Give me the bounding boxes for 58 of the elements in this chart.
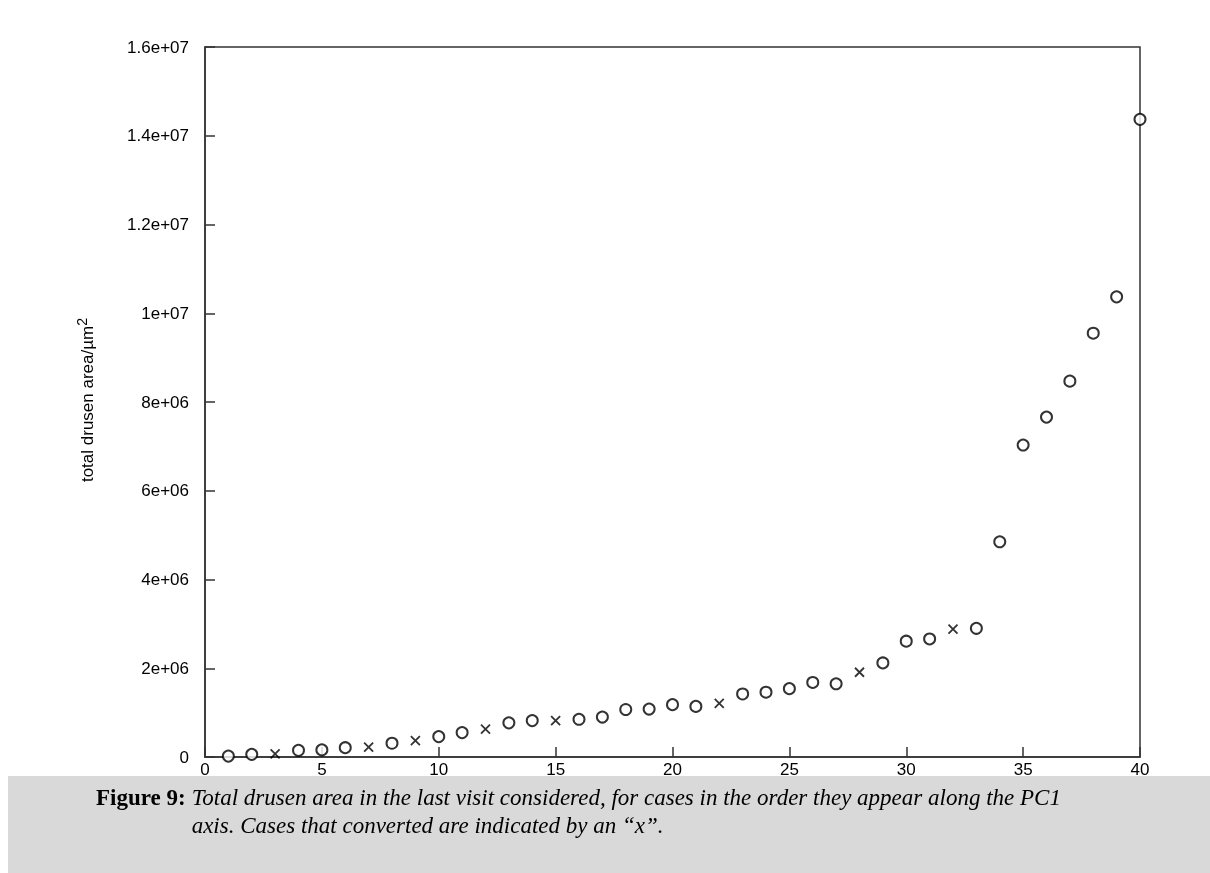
point <box>550 715 562 727</box>
point <box>221 749 235 763</box>
point <box>689 699 703 713</box>
point <box>947 623 959 635</box>
point <box>480 723 491 735</box>
point <box>525 714 539 728</box>
x-tick-label: 20 <box>663 760 682 779</box>
point <box>923 632 937 646</box>
x-tick-label: 30 <box>896 760 916 779</box>
point <box>642 702 656 716</box>
caption: Figure 9: Total drusen area in the last visit considered, for cases in the order they appear along the PC1 axis. Cases that converted are indicated by an “x”. <box>96 784 1062 840</box>
point <box>1040 410 1053 424</box>
point <box>245 747 259 761</box>
x-tick-label: 25 <box>779 760 799 779</box>
point <box>899 634 913 648</box>
point <box>736 687 750 701</box>
point <box>854 666 865 678</box>
y-tick-label: 1.2e+07 <box>127 215 189 234</box>
point <box>502 716 516 730</box>
point <box>1086 326 1100 340</box>
point <box>455 726 469 740</box>
point <box>385 736 399 750</box>
point <box>338 741 352 755</box>
point <box>876 656 890 670</box>
y-tick-label: 4e+06 <box>141 570 189 589</box>
point <box>969 621 983 635</box>
point <box>409 735 421 746</box>
point <box>595 710 609 724</box>
point <box>269 748 281 760</box>
y-tick-label: 2e+06 <box>141 658 189 678</box>
point <box>666 698 679 712</box>
y-tick-label: 1.4e+07 <box>127 126 189 146</box>
point <box>432 730 446 744</box>
point <box>1063 374 1077 388</box>
point <box>572 712 586 726</box>
point <box>1133 112 1147 126</box>
x-tick-label: 15 <box>546 760 566 779</box>
y-tick-label: 6e+06 <box>141 481 189 501</box>
x-tick-label: 5 <box>317 760 327 779</box>
y-tick-label: 8e+06 <box>141 392 189 412</box>
point <box>292 743 305 757</box>
point <box>806 675 820 689</box>
x-tick-label: 40 <box>1130 760 1150 779</box>
point <box>1016 438 1030 452</box>
point <box>782 682 796 696</box>
point <box>619 703 633 717</box>
point <box>829 677 843 691</box>
point <box>1110 290 1124 304</box>
point <box>713 697 725 709</box>
x-tick-label: 10 <box>429 760 449 779</box>
y-tick-label: 1.6e+07 <box>127 37 189 57</box>
x-tick-label: 35 <box>1013 760 1033 779</box>
x-tick-label: 0 <box>200 760 210 779</box>
y-tick-label: 1e+07 <box>141 303 189 323</box>
point <box>993 535 1007 549</box>
point <box>759 685 773 699</box>
point <box>315 743 329 757</box>
point <box>363 741 375 753</box>
